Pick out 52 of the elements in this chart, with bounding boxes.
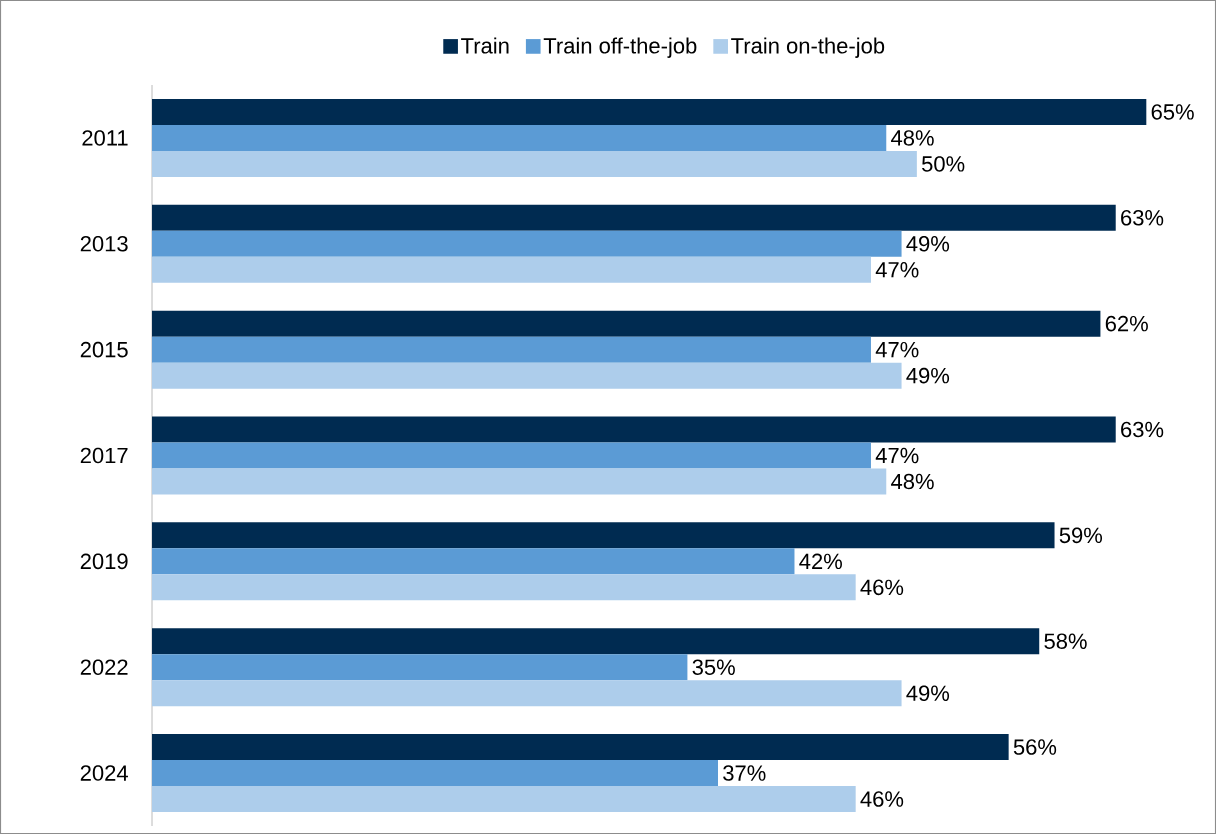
bar [152,230,902,257]
bar [152,734,1009,761]
bar [152,442,871,469]
data-label: 37% [723,765,766,781]
y-tick-label: 2019 [80,553,128,570]
bar [152,628,1040,655]
data-label: 56% [1013,739,1057,755]
data-label: 58% [1044,633,1087,649]
data-label: 48% [891,130,934,146]
data-label: 63% [1121,209,1164,226]
bar [152,786,856,813]
data-label: 48% [891,473,934,490]
y-tick-label: 2013 [80,235,128,252]
data-label: 46% [860,579,904,596]
bar [152,204,1116,231]
bar [152,124,887,151]
bar [152,760,718,787]
bar [152,416,1116,443]
bar [152,98,1147,125]
bar [152,310,1101,337]
data-label: 49% [906,235,950,252]
data-label: 49% [906,367,950,384]
data-label: 47% [875,341,919,358]
bar [152,468,887,495]
bar [152,574,856,601]
bar [152,548,795,575]
legend-label: Train on-the-job [731,37,885,58]
y-tick-label: 2011 [82,130,128,146]
legend-label: Train [461,37,509,54]
data-label: 47% [875,447,919,464]
data-label: 46% [860,791,904,807]
y-tick-label: 2022 [80,659,128,675]
y-tick-label: 2015 [80,341,128,358]
data-label: 35% [692,659,735,675]
data-label: 49% [906,685,950,701]
y-tick-label: 2017 [80,447,128,464]
data-label: 42% [799,553,842,570]
data-label: 59% [1059,527,1103,544]
legend-label: Train off-the-job [543,37,697,58]
data-label: 50% [922,156,965,172]
bar [152,150,917,177]
data-label: 65% [1151,104,1194,120]
bar [152,362,902,389]
bar [152,522,1055,549]
bar [152,654,688,681]
bar [152,256,871,283]
bar [152,680,902,707]
bar [152,336,871,363]
data-label: 62% [1105,315,1148,332]
data-label: 47% [875,262,919,278]
y-tick-label: 2024 [80,765,128,781]
data-label: 63% [1121,421,1164,438]
